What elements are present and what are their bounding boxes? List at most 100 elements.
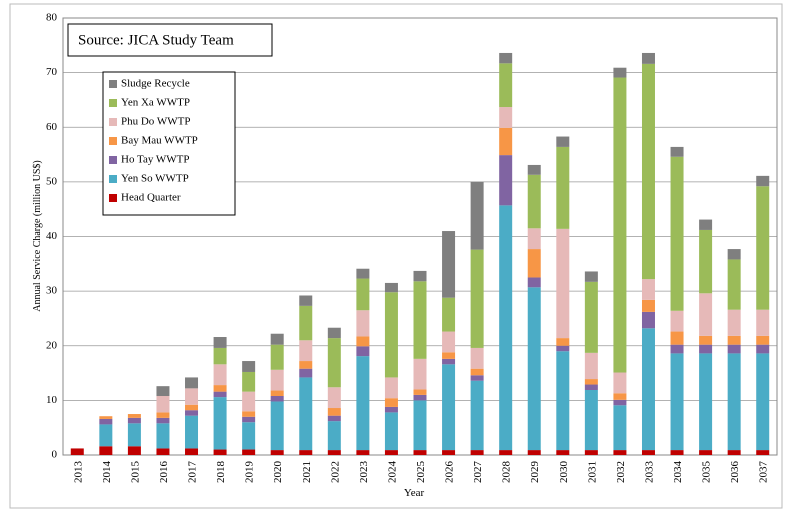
bar-segment bbox=[156, 412, 170, 418]
bar-segment bbox=[756, 344, 770, 354]
legend-swatch bbox=[109, 156, 117, 164]
bar-segment bbox=[556, 136, 570, 147]
y-tick-label: 0 bbox=[52, 449, 58, 461]
bar-segment bbox=[384, 282, 398, 293]
bar-segment bbox=[584, 352, 598, 380]
bar-segment bbox=[756, 186, 770, 310]
bar-segment bbox=[185, 404, 199, 411]
legend-swatch bbox=[109, 118, 117, 126]
bar-segment bbox=[299, 305, 313, 341]
bar-segment bbox=[242, 449, 256, 455]
bar-segment bbox=[356, 356, 370, 451]
bar-segment bbox=[442, 358, 456, 365]
bar-segment bbox=[670, 450, 684, 455]
bar-segment bbox=[527, 174, 541, 229]
y-tick-label: 20 bbox=[46, 339, 58, 351]
bar-segment bbox=[699, 344, 713, 354]
bar-segment bbox=[527, 228, 541, 250]
bar-segment bbox=[613, 67, 627, 78]
bar-segment bbox=[356, 336, 370, 347]
bar-segment bbox=[99, 424, 113, 447]
legend-label: Yen Xa WWTP bbox=[121, 97, 190, 109]
bar-segment bbox=[499, 155, 513, 206]
bar-segment bbox=[185, 410, 199, 416]
bar-segment bbox=[185, 377, 199, 389]
bar-segment bbox=[242, 391, 256, 412]
bar-segment bbox=[156, 417, 170, 424]
bar-segment bbox=[99, 446, 113, 455]
x-tick-label: 2023 bbox=[358, 461, 370, 484]
bar-segment bbox=[270, 369, 284, 391]
bar-segment bbox=[242, 361, 256, 372]
x-tick-label: 2021 bbox=[301, 461, 313, 483]
bar-segment bbox=[270, 396, 284, 402]
x-tick-label: 2015 bbox=[129, 461, 141, 484]
annotation: Source: JICA Study Team bbox=[78, 32, 234, 48]
x-tick-label: 2029 bbox=[529, 461, 541, 484]
x-tick-label: 2031 bbox=[586, 461, 598, 483]
bar-segment bbox=[156, 448, 170, 455]
bar-segment bbox=[384, 398, 398, 407]
bar-segment bbox=[470, 380, 484, 451]
bar-segment bbox=[242, 422, 256, 450]
bar-segment bbox=[527, 287, 541, 451]
bar-segment bbox=[699, 335, 713, 345]
bar-segment bbox=[270, 450, 284, 455]
bar-segment bbox=[756, 309, 770, 336]
bar-segment bbox=[556, 450, 570, 455]
x-tick-label: 2019 bbox=[244, 461, 256, 484]
bar-segment bbox=[670, 353, 684, 451]
bar-segment bbox=[327, 387, 341, 409]
bar-segment bbox=[384, 450, 398, 455]
bar-segment bbox=[641, 311, 655, 329]
bar-segment bbox=[156, 423, 170, 449]
bar-segment bbox=[356, 450, 370, 455]
bar-segment bbox=[442, 364, 456, 451]
x-tick-label: 2014 bbox=[101, 461, 113, 484]
bar-segment bbox=[99, 418, 113, 425]
bar-segment bbox=[699, 229, 713, 294]
bar-segment bbox=[556, 338, 570, 346]
bar-segment bbox=[242, 411, 256, 417]
bar-segment bbox=[270, 401, 284, 451]
bar-segment bbox=[499, 107, 513, 128]
x-tick-label: 2013 bbox=[72, 461, 84, 484]
bar-segment bbox=[641, 279, 655, 300]
y-tick-label: 50 bbox=[46, 175, 58, 187]
bar-segment bbox=[641, 450, 655, 455]
bar-segment bbox=[127, 423, 141, 447]
bar-segment bbox=[185, 448, 199, 455]
bar-segment bbox=[213, 337, 227, 348]
y-tick-label: 40 bbox=[46, 230, 58, 242]
x-tick-label: 2016 bbox=[158, 461, 170, 484]
bar-segment bbox=[699, 219, 713, 230]
x-tick-label: 2017 bbox=[187, 461, 199, 484]
bar-segment bbox=[127, 446, 141, 455]
bar-segment bbox=[270, 344, 284, 370]
bar-segment bbox=[413, 281, 427, 359]
bar-segment bbox=[670, 331, 684, 345]
bar-segment bbox=[213, 391, 227, 398]
bar-segment bbox=[556, 228, 570, 339]
bar-segment bbox=[699, 450, 713, 455]
bar-segment bbox=[727, 353, 741, 451]
bar-segment bbox=[499, 450, 513, 455]
bar-segment bbox=[527, 277, 541, 288]
y-tick-label: 60 bbox=[46, 121, 58, 133]
bar-segment bbox=[70, 448, 84, 455]
bar-segment bbox=[299, 295, 313, 306]
bar-segment bbox=[613, 450, 627, 455]
bar-segment bbox=[756, 335, 770, 345]
bar-segment bbox=[299, 377, 313, 451]
bar-segment bbox=[613, 372, 627, 394]
bar-segment bbox=[727, 335, 741, 345]
bar-segment bbox=[756, 450, 770, 455]
bar-segment bbox=[613, 393, 627, 400]
bar-segment bbox=[442, 297, 456, 332]
bar-segment bbox=[584, 379, 598, 385]
y-tick-label: 70 bbox=[46, 66, 58, 78]
bar-segment bbox=[384, 292, 398, 378]
bar-segment bbox=[613, 405, 627, 451]
bar-segment bbox=[185, 388, 199, 405]
